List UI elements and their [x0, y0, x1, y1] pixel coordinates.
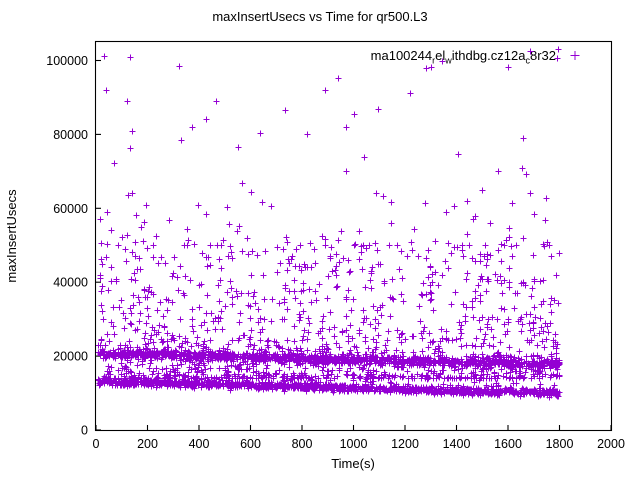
x-tick-label: 1400 — [443, 437, 471, 451]
legend-point-sample — [570, 51, 580, 60]
y-tick-label: 80000 — [53, 128, 88, 142]
x-tick-label: 800 — [292, 437, 313, 451]
y-axis-label: maxInsertUsecs — [4, 189, 19, 283]
y-tick-label: 40000 — [53, 276, 88, 290]
chart-title: maxInsertUsecs vs Time for qr500.L3 — [212, 9, 427, 24]
x-tick-label: 0 — [93, 437, 100, 451]
x-tick-label: 2000 — [597, 437, 625, 451]
x-tick-label: 1800 — [546, 437, 574, 451]
y-tick-label: 60000 — [53, 202, 88, 216]
x-tick-label: 1000 — [340, 437, 368, 451]
scatter-points — [95, 46, 563, 401]
legend-label: ma100244relwithdbg.cz12ac8r32 — [371, 48, 556, 66]
x-tick-label: 200 — [137, 437, 158, 451]
y-tick-label: 100000 — [46, 54, 88, 68]
x-axis-label: Time(s) — [331, 456, 375, 471]
plot-border — [94, 40, 613, 432]
x-tick-label: 600 — [240, 437, 261, 451]
y-tick-label: 20000 — [53, 350, 88, 364]
x-tick-label: 1200 — [391, 437, 419, 451]
y-axis-ticks: 0 20000 40000 60000 80000 100000 — [46, 54, 101, 438]
x-axis-ticks: 0 200 400 600 800 1000 1200 1400 1600 1800 2000 — [93, 425, 625, 451]
x-tick-label: 1600 — [494, 437, 522, 451]
chart-legend: ma100244relwithdbg.cz12ac8r32 — [371, 48, 580, 66]
y-tick-label: 0 — [81, 424, 88, 438]
x-tick-label: 400 — [189, 437, 210, 451]
data-points-series-0 — [95, 46, 563, 401]
